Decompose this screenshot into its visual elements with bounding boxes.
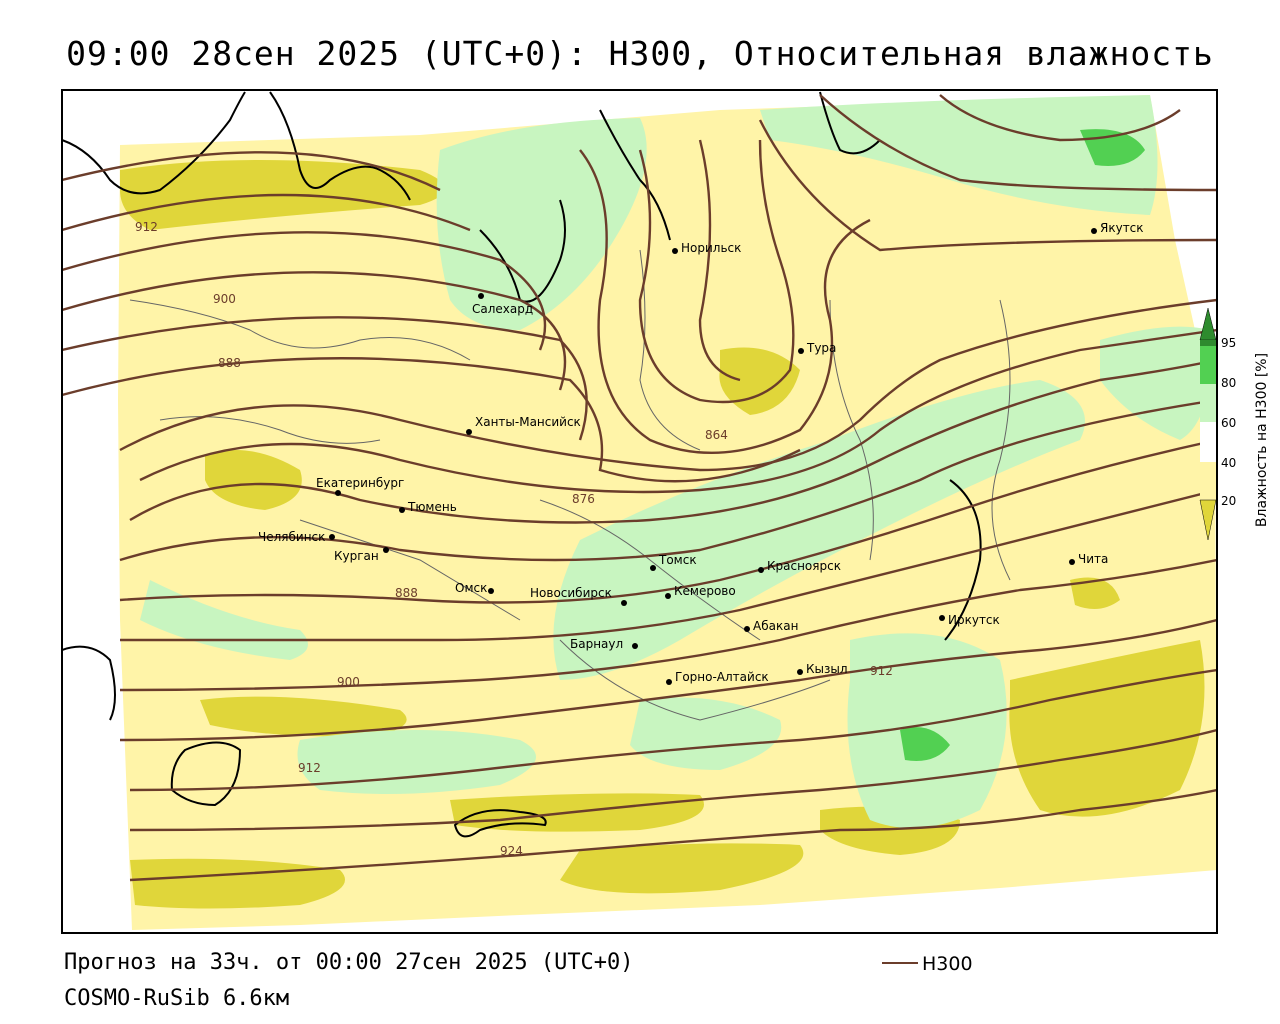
city-khanty-mansiysk: Ханты-Мансийск [466, 415, 581, 435]
colorbar-tick: 40 [1221, 456, 1237, 470]
city-label: Кемерово [674, 584, 736, 598]
city-gorno-altaysk: Горно-Алтайск [666, 670, 769, 685]
map-title: 09:00 28сен 2025 (UTC+0): H300, Относите… [66, 34, 1214, 73]
city-label: Иркутск [948, 613, 1000, 627]
city-kemerovo: Кемерово [665, 584, 736, 599]
city-label: Тура [806, 341, 836, 355]
legend-line-swatch [882, 962, 918, 964]
city-tyumen: Тюмень [399, 500, 457, 514]
city-label: Салехард [472, 302, 533, 316]
city-yakutsk: Якутск [1091, 221, 1144, 235]
colorbar-segment-20 [1200, 462, 1216, 500]
city-abakan: Абакан [744, 619, 798, 633]
city-label: Чита [1078, 552, 1108, 566]
colorbar-segment-80 [1200, 346, 1216, 384]
city-barnaul: Барнаул [570, 637, 638, 651]
city-label: Горно-Алтайск [675, 670, 769, 684]
colorbar-tick: 20 [1221, 494, 1237, 508]
contour-labels: 912 900 888 864 876 888 900 912 924 912 [135, 220, 893, 858]
contour-label: 888 [395, 586, 418, 600]
contour-label: 864 [705, 428, 728, 442]
colorbar-segment-60 [1200, 384, 1216, 422]
city-omsk: Омск [455, 581, 494, 595]
city-tomsk: Томск [650, 553, 697, 571]
city-label: Томск [658, 553, 697, 567]
city-kyzyl: Кызыл [797, 662, 848, 676]
contour-label: 900 [213, 292, 236, 306]
colorbar-bottom-triangle [1199, 499, 1217, 541]
city-krasnoyarsk: Красноярск [758, 559, 841, 573]
contour-label: 900 [337, 675, 360, 689]
city-irkutsk: Иркутск [939, 613, 1000, 627]
colorbar-tick: 60 [1221, 416, 1237, 430]
h300-contours [62, 94, 1217, 882]
admin-borders [129, 249, 1011, 721]
city-label: Челябинск [258, 530, 325, 544]
contour-label: 912 [870, 664, 893, 678]
colorbar-segment-40 [1200, 422, 1216, 462]
city-label: Тюмень [407, 500, 457, 514]
city-tura: Тура [798, 341, 836, 355]
city-label: Курган [334, 549, 379, 563]
city-chita: Чита [1069, 552, 1108, 566]
city-yekaterinburg: Екатеринбург [316, 476, 404, 496]
humidity-colorbar [1199, 307, 1217, 541]
city-label: Якутск [1100, 221, 1144, 235]
model-info: COSMO-RuSib 6.6км [64, 986, 290, 1011]
city-chelyabinsk: Челябинск [258, 530, 335, 544]
city-label: Барнаул [570, 637, 623, 651]
city-label: Омск [455, 581, 487, 595]
city-norilsk: Норильск [672, 241, 741, 255]
forecast-info: Прогноз на 33ч. от 00:00 27сен 2025 (UTC… [64, 950, 634, 975]
colorbar-tick: 80 [1221, 376, 1237, 390]
contour-label: 924 [500, 844, 523, 858]
colorbar-title: Влажность на H300 [%] [1254, 352, 1270, 528]
city-label: Ханты-Мансийск [475, 415, 581, 429]
city-layer: Якутск Норильск Салехард Тура Ханты-Манс… [258, 221, 1144, 685]
contour-label: 912 [298, 761, 321, 775]
city-label: Красноярск [767, 559, 841, 573]
city-label: Абакан [753, 619, 798, 633]
contour-label: 888 [218, 356, 241, 370]
contour-label: 876 [572, 492, 595, 506]
city-label: Норильск [681, 241, 741, 255]
city-novosibirsk: Новосибирск [530, 586, 627, 606]
map-frame [61, 89, 1218, 934]
city-label: Екатеринбург [316, 476, 404, 490]
colorbar-tick: 95 [1221, 336, 1237, 350]
city-label: Новосибирск [530, 586, 612, 600]
city-label: Кызыл [806, 662, 848, 676]
legend-label: H300 [922, 953, 973, 975]
colorbar-segment-95 [1200, 340, 1216, 346]
contour-label: 912 [135, 220, 158, 234]
city-kurgan: Курган [334, 547, 389, 563]
city-salekhard: Салехард [472, 293, 533, 316]
coastlines [62, 91, 982, 838]
